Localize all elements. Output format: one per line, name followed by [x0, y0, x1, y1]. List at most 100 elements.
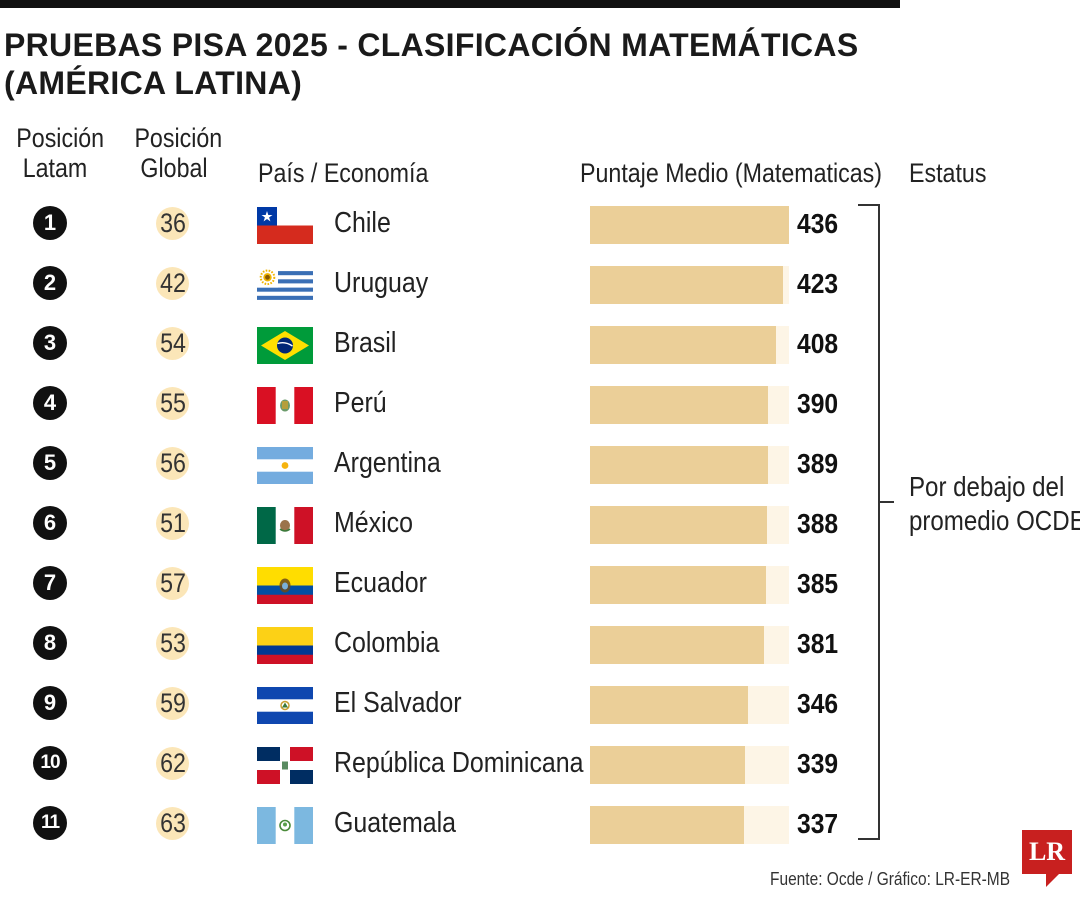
score-value-label: 381 — [797, 628, 839, 659]
latam-rank-badge: 7 — [33, 566, 67, 600]
latam-rank-badge: 4 — [33, 386, 67, 420]
global-rank-value: 54 — [160, 328, 186, 358]
lr-logo-tail — [1046, 873, 1060, 887]
global-rank-circle — [156, 687, 189, 720]
global-rank-value: 59 — [160, 688, 186, 718]
global-rank-circle — [156, 327, 189, 360]
global-rank-value: 36 — [160, 208, 186, 238]
table-row: 2 42 Uruguay 423 — [0, 250, 1080, 310]
country-label: Perú — [334, 387, 387, 419]
flag-uruguay-icon — [257, 267, 313, 304]
country-label: República Dominicana — [334, 747, 584, 779]
latam-rank-badge: 10 — [33, 746, 67, 780]
score-value-label: 423 — [797, 268, 839, 299]
score-bar — [590, 506, 768, 544]
score-bar — [590, 266, 784, 304]
score-value-label: 390 — [797, 388, 839, 419]
latam-rank-badge: 2 — [33, 266, 67, 300]
global-rank-value: 57 — [160, 568, 186, 598]
chart-title: PRUEBAS PISA 2025 - CLASIFICACIÓN MATEMÁ… — [4, 27, 859, 101]
lr-logo: LR — [1022, 830, 1072, 874]
header-pos-latam: Posición Latam — [16, 123, 105, 183]
global-rank-circle — [156, 507, 189, 540]
score-bar — [590, 566, 766, 604]
global-rank-circle — [156, 207, 189, 240]
header-pos-global: Posición Global — [134, 123, 223, 183]
global-rank-value: 63 — [160, 808, 186, 838]
flag-guatemala-icon — [257, 807, 313, 844]
global-rank-value: 53 — [160, 628, 186, 658]
country-label: Brasil — [334, 327, 397, 359]
table-row: 1 36 Chile 436 — [0, 190, 1080, 250]
table-row: 3 54 Brasil 408 — [0, 310, 1080, 370]
global-rank-circle — [156, 807, 189, 840]
score-value-label: 337 — [797, 808, 839, 839]
flag-elsalvador-icon — [257, 687, 313, 724]
global-rank-circle — [156, 267, 189, 300]
source-note: Fuente: Ocde / Gráfico: LR-ER-MB — [770, 869, 1011, 889]
country-label: Ecuador — [334, 567, 427, 599]
flag-ecuador-icon — [257, 567, 313, 604]
flag-dominican-icon — [257, 747, 313, 784]
score-bar — [590, 386, 768, 424]
latam-rank-badge: 6 — [33, 506, 67, 540]
score-bar — [590, 626, 764, 664]
global-rank-circle — [156, 567, 189, 600]
table-row: 11 63 Guatemala 337 — [0, 790, 1080, 850]
global-rank-value: 42 — [160, 268, 186, 298]
status-label-line1: Por debajo del — [909, 471, 1065, 502]
flag-peru-icon — [257, 387, 313, 424]
country-label: Guatemala — [334, 807, 456, 839]
flag-mexico-icon — [257, 507, 313, 544]
global-rank-value: 51 — [160, 508, 186, 538]
table-row: 7 57 Ecuador 385 — [0, 550, 1080, 610]
header-score: Puntaje Medio (Matematicas) — [580, 158, 882, 188]
top-rule — [0, 0, 900, 8]
flag-argentina-icon — [257, 447, 313, 484]
status-label: Por debajo del promedio OCDE — [909, 470, 1080, 538]
country-label: México — [334, 507, 413, 539]
table-row: 6 51 México 388 — [0, 490, 1080, 550]
score-bar — [590, 806, 744, 844]
score-value-label: 408 — [797, 328, 839, 359]
country-label: Uruguay — [334, 267, 429, 299]
flag-colombia-icon — [257, 627, 313, 664]
latam-rank-badge: 5 — [33, 446, 67, 480]
latam-rank-badge: 11 — [33, 806, 67, 840]
country-label: El Salvador — [334, 687, 462, 719]
header-country: País / Economía — [258, 158, 429, 188]
country-label: Chile — [334, 207, 391, 239]
global-rank-circle — [156, 747, 189, 780]
score-value-label: 436 — [797, 208, 839, 239]
country-label: Argentina — [334, 447, 441, 479]
header-status: Estatus — [909, 158, 987, 188]
flag-brazil-icon — [257, 327, 313, 364]
score-bar — [590, 446, 768, 484]
country-label: Colombia — [334, 627, 440, 659]
status-label-line2: promedio OCDE — [909, 505, 1080, 536]
latam-rank-badge: 9 — [33, 686, 67, 720]
global-rank-value: 62 — [160, 748, 186, 778]
score-value-label: 388 — [797, 508, 839, 539]
score-bar — [590, 326, 777, 364]
score-value-label: 339 — [797, 748, 839, 779]
score-bar — [590, 686, 748, 724]
global-rank-value: 55 — [160, 388, 186, 418]
score-value-label: 389 — [797, 448, 839, 479]
score-value-label: 385 — [797, 568, 839, 599]
header-pos-global-line2: Global — [140, 153, 208, 183]
status-bracket — [858, 204, 880, 840]
global-rank-circle — [156, 447, 189, 480]
latam-rank-badge: 1 — [33, 206, 67, 240]
score-bar — [590, 206, 789, 244]
latam-rank-badge: 8 — [33, 626, 67, 660]
table-row: 10 62 República Dominicana 339 — [0, 730, 1080, 790]
header-pos-latam-line2: Latam — [22, 153, 88, 183]
table-row: 9 59 El Salvador 346 — [0, 670, 1080, 730]
status-bracket-tick — [880, 501, 894, 503]
header-pos-global-line1: Posición — [134, 123, 223, 153]
global-rank-value: 56 — [160, 448, 186, 478]
header-pos-latam-line1: Posición — [16, 123, 105, 153]
flag-chile-icon — [257, 207, 313, 244]
global-rank-circle — [156, 627, 189, 660]
